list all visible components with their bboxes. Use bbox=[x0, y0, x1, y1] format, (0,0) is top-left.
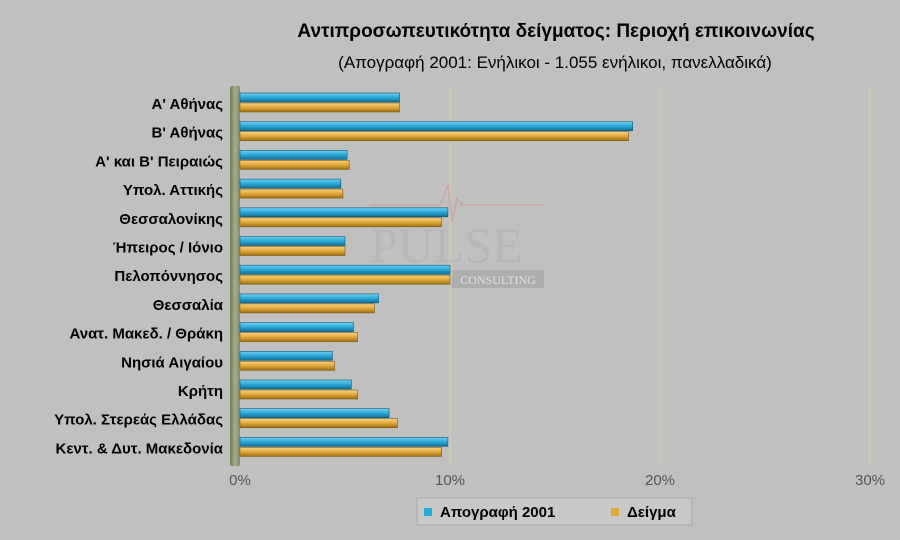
bar-sample bbox=[239, 102, 400, 113]
bar-census bbox=[239, 437, 449, 447]
bar-sample bbox=[239, 360, 335, 371]
bar-census bbox=[239, 178, 342, 189]
bar-sample bbox=[239, 188, 344, 199]
bar-census bbox=[239, 293, 379, 304]
x-tick-label: 20% bbox=[645, 472, 675, 489]
chart-title: Αντιπροσωπευτικότητα δείγματος: Περιοχή … bbox=[297, 21, 814, 42]
watermark-sub: CONSULTING bbox=[460, 273, 536, 287]
bar-census bbox=[239, 121, 634, 131]
bar-census bbox=[239, 322, 354, 332]
bar-sample bbox=[239, 389, 358, 400]
chart-subtitle: (Απογραφή 2001: Ενήλικοι - 1.055 ενήλικο… bbox=[338, 53, 772, 72]
bar-sample bbox=[239, 418, 398, 429]
category-label: Υπολ. Αττικής bbox=[123, 182, 223, 199]
category-label: Θεσσαλονίκης bbox=[119, 211, 223, 228]
pulse-line-icon bbox=[370, 184, 545, 223]
category-label: Υπολ. Στερεάς Ελλάδας bbox=[54, 412, 223, 429]
bar-census bbox=[239, 379, 352, 390]
legend-swatch-sample bbox=[611, 508, 619, 516]
category-label: Κεντ. & Δυτ. Μακεδονία bbox=[56, 440, 224, 457]
category-label: Πελοπόννησος bbox=[114, 268, 223, 285]
bar-sample bbox=[239, 303, 375, 314]
bar-sample bbox=[239, 274, 451, 285]
category-label: Β' Αθήνας bbox=[152, 125, 224, 142]
bar-census bbox=[239, 92, 400, 103]
bar-census bbox=[239, 236, 346, 246]
bar-census bbox=[239, 350, 333, 361]
category-label: Ανατ. Μακεδ. / Θράκη bbox=[69, 326, 223, 343]
watermark-band bbox=[452, 270, 544, 288]
category-label: Α' και Β' Πειραιώς bbox=[95, 153, 223, 170]
category-label: Α' Αθήνας bbox=[152, 96, 224, 113]
legend-label-sample: Δείγμα bbox=[627, 504, 677, 521]
bar-sample bbox=[239, 246, 346, 256]
bar-census bbox=[239, 408, 390, 419]
legend: Απογραφή 2001 Δείγμα bbox=[416, 497, 693, 526]
x-tick-label: 0% bbox=[229, 472, 251, 489]
bar-sample bbox=[239, 160, 350, 170]
bar-census bbox=[239, 264, 451, 275]
category-label: Θεσσαλία bbox=[153, 297, 224, 314]
x-tick-label: 10% bbox=[435, 472, 465, 489]
legend-box bbox=[416, 497, 693, 526]
category-label: Ήπειρος / Ιόνιο bbox=[113, 240, 223, 257]
category-label: Κρήτη bbox=[178, 383, 223, 400]
y-axis bbox=[230, 86, 240, 466]
bar-census bbox=[239, 150, 348, 160]
x-tick-labels: 0% 10% 20% 30% bbox=[229, 472, 885, 489]
bars bbox=[239, 92, 634, 457]
legend-swatch-census bbox=[424, 508, 432, 516]
category-label: Νησιά Αιγαίου bbox=[121, 354, 223, 371]
category-labels: Α' Αθήνας Β' Αθήνας Α' και Β' Πειραιώς Υπολ… bbox=[54, 96, 224, 457]
x-tick-label: 30% bbox=[855, 472, 885, 489]
bar-sample bbox=[239, 131, 629, 141]
bar-census bbox=[239, 207, 449, 218]
bar-sample bbox=[239, 332, 358, 342]
bar-sample bbox=[239, 447, 442, 457]
bar-sample bbox=[239, 217, 442, 228]
legend-label-census: Απογραφή 2001 bbox=[440, 504, 555, 521]
